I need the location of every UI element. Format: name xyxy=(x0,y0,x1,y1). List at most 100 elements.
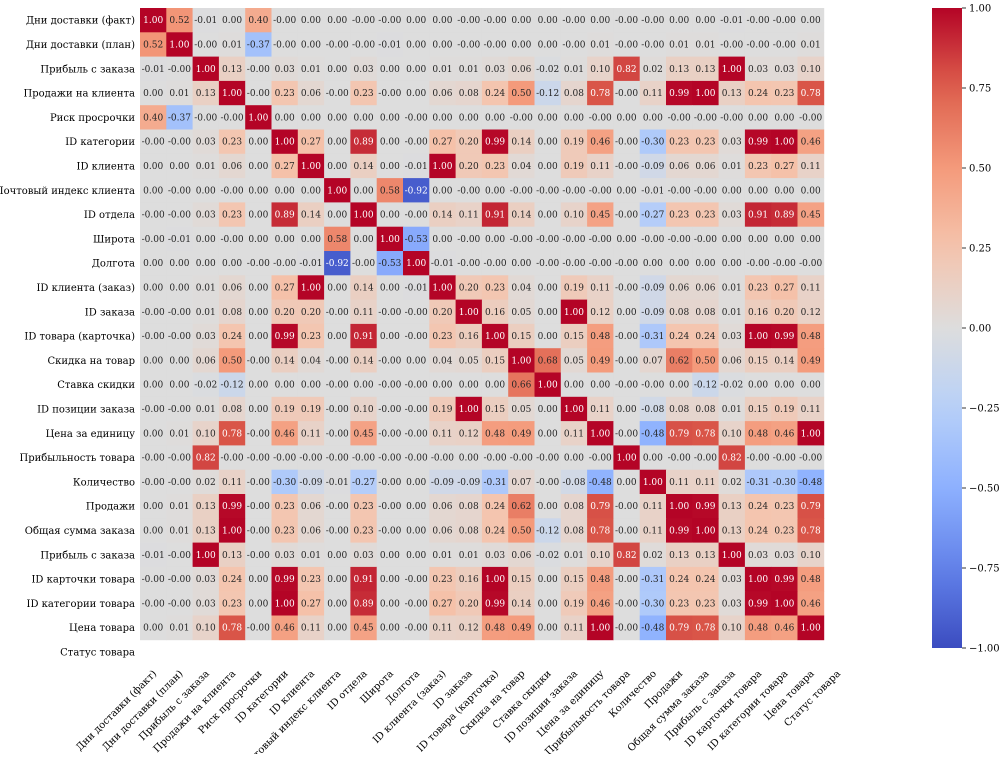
heatmap-cell xyxy=(771,202,798,228)
cell-value-label: 1.00 xyxy=(564,308,584,318)
heatmap-cell xyxy=(718,32,746,57)
heatmap-cell xyxy=(587,56,614,82)
cell-value-label: -0.00 xyxy=(247,429,270,439)
cell-value-label: 0.24 xyxy=(669,332,689,342)
heatmap-cell xyxy=(429,226,456,252)
cell-value-label: 0.23 xyxy=(695,599,715,609)
heatmap-cell xyxy=(297,202,325,228)
heatmap-cell xyxy=(587,178,614,203)
heatmap-cell xyxy=(534,421,562,446)
heatmap-cell xyxy=(140,469,167,495)
cell-value-label: -0.00 xyxy=(405,211,428,221)
heatmap-cell xyxy=(797,445,825,471)
heatmap-cell xyxy=(797,226,825,252)
cell-value-label: 1.00 xyxy=(590,429,610,439)
heatmap-cell xyxy=(666,566,693,592)
heatmap-cell xyxy=(797,518,825,543)
y-tick-label: Почтовый индекс клиента xyxy=(0,186,135,197)
heatmap-cell xyxy=(324,494,351,519)
heatmap-cell xyxy=(245,56,272,82)
cell-value-label: -0.00 xyxy=(168,211,191,221)
cell-value-label: 0.19 xyxy=(564,138,584,148)
cell-value-label: 0.00 xyxy=(538,429,558,439)
heatmap-cell xyxy=(455,202,483,228)
heatmap-cell xyxy=(218,202,246,228)
heatmap-cell xyxy=(271,299,299,325)
colorbar-tick-label: 0.50 xyxy=(969,164,991,175)
cell-value-label: 0.00 xyxy=(327,211,347,221)
heatmap-cell xyxy=(245,518,272,543)
y-tick-label: Продажи xyxy=(86,502,135,513)
cell-value-label: -0.01 xyxy=(405,162,428,172)
heatmap-cell xyxy=(218,615,246,641)
cell-value-label: 0.04 xyxy=(511,162,531,172)
heatmap-cell xyxy=(481,32,509,57)
heatmap-cell xyxy=(403,542,430,568)
heatmap-cell xyxy=(324,445,351,471)
heatmap-cell xyxy=(376,421,404,446)
heatmap-cell xyxy=(613,542,641,568)
cell-value-label: 0.00 xyxy=(590,381,610,391)
cell-value-label: -0.00 xyxy=(457,259,480,269)
heatmap-cell xyxy=(429,129,456,155)
heatmap-cell xyxy=(140,251,167,276)
heatmap-cell xyxy=(797,323,825,349)
cell-value-label: 1.00 xyxy=(748,575,768,585)
heatmap-cell xyxy=(429,396,456,422)
cell-value-label: 0.20 xyxy=(275,308,295,318)
heatmap-cell xyxy=(481,275,509,300)
heatmap-cell xyxy=(166,251,193,276)
heatmap-cell xyxy=(613,566,641,592)
heatmap-cell xyxy=(166,202,193,228)
cell-value-label: 0.23 xyxy=(354,526,374,536)
heatmap-cell xyxy=(218,348,246,373)
heatmap-cell xyxy=(192,178,220,203)
heatmap-cell xyxy=(376,56,404,82)
heatmap-cell xyxy=(692,348,719,373)
cell-value-label: 0.27 xyxy=(774,162,794,172)
heatmap-cell xyxy=(744,591,772,616)
cell-value-label: 0.06 xyxy=(301,526,321,536)
heatmap-cell xyxy=(534,226,562,252)
cell-value-label: 0.99 xyxy=(774,575,794,585)
heatmap-cell xyxy=(560,202,588,228)
heatmap-cell xyxy=(718,323,746,349)
heatmap-cell xyxy=(744,275,772,300)
cell-value-label: -0.00 xyxy=(562,16,585,26)
heatmap-cell xyxy=(534,56,562,82)
cell-value-label: 0.00 xyxy=(248,211,268,221)
heatmap-cell xyxy=(613,275,641,300)
cell-value-label: 0.99 xyxy=(695,502,715,512)
heatmap-cell xyxy=(376,8,404,33)
cell-value-label: 0.08 xyxy=(695,308,715,318)
cell-value-label: -0.00 xyxy=(747,259,770,269)
cell-value-label: -0.92 xyxy=(405,186,428,196)
cell-value-label: 0.08 xyxy=(564,89,584,99)
heatmap-cell xyxy=(403,396,430,422)
cell-value-label: 0.00 xyxy=(406,89,426,99)
cell-value-label: 0.01 xyxy=(196,162,216,172)
cell-value-label: 0.00 xyxy=(327,624,347,634)
cell-value-label: 0.49 xyxy=(801,356,821,366)
cell-value-label: -0.00 xyxy=(168,308,191,318)
cell-value-label: 0.48 xyxy=(748,429,768,439)
heatmap-cell xyxy=(218,56,246,82)
heatmap-cell-labels: 1.00 0.52 -0.01 0.00 0.40 -0.00 0.00 0.00 -0.00-… xyxy=(142,16,823,634)
cell-value-label: -0.00 xyxy=(142,599,165,609)
heatmap-cell xyxy=(376,591,404,616)
cell-value-label: 0.00 xyxy=(354,381,374,391)
cell-value-label: 0.12 xyxy=(590,308,610,318)
cell-value-label: -0.00 xyxy=(615,138,638,148)
heatmap-cell xyxy=(692,518,719,543)
cell-value-label: 0.03 xyxy=(354,65,374,75)
heatmap-cell xyxy=(455,8,483,33)
heatmap-cell xyxy=(639,226,667,252)
cell-value-label: 0.03 xyxy=(196,211,216,221)
heatmap-cell xyxy=(376,105,404,130)
cell-value-label: 0.00 xyxy=(380,65,400,75)
cell-value-label: 0.01 xyxy=(564,65,584,75)
cell-value-label: -0.00 xyxy=(668,454,691,464)
cell-value-label: 0.06 xyxy=(695,162,715,172)
cell-value-label: 0.01 xyxy=(722,405,742,415)
heatmap-cell xyxy=(639,469,667,495)
